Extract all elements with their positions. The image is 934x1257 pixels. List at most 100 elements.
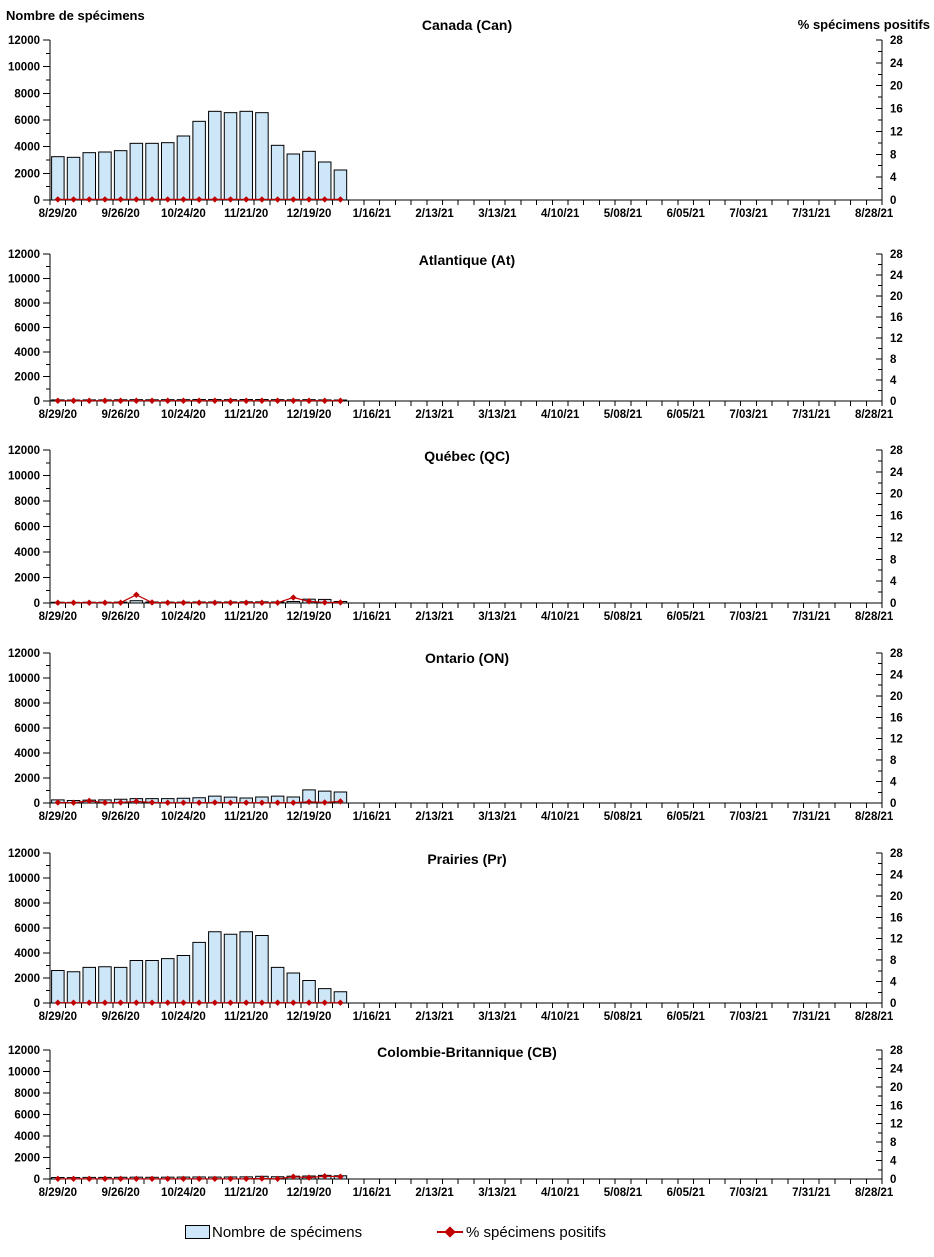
bar <box>317 161 332 201</box>
diamond-marker <box>164 999 171 1006</box>
bar <box>208 931 222 1004</box>
tick-label: 11/21/20 <box>224 1187 268 1199</box>
diamond-marker <box>180 397 187 404</box>
tick-label: 4/10/21 <box>541 1011 580 1023</box>
tick-label: 9/26/20 <box>101 611 139 623</box>
tick-label: 1/16/21 <box>353 1011 392 1023</box>
bar <box>51 970 65 1004</box>
tick-label: 8 <box>890 554 897 566</box>
diamond-marker <box>274 799 281 806</box>
diamond-marker <box>290 594 297 601</box>
tick-label: 6000 <box>14 723 40 735</box>
diamond-marker <box>195 799 203 806</box>
bar <box>192 941 206 1004</box>
tick-label: 7/31/21 <box>792 1011 831 1023</box>
tick-label: 24 <box>890 669 903 681</box>
bar <box>129 600 144 604</box>
tick-label: 3/13/21 <box>478 1011 517 1023</box>
tick-label: 28 <box>890 848 903 860</box>
tick-label: 6/05/21 <box>667 611 706 623</box>
bar <box>223 933 238 1004</box>
tick-label: 5/08/21 <box>604 1011 643 1023</box>
tick-label: 1/16/21 <box>353 1187 392 1199</box>
tick-label: 8 <box>890 354 897 366</box>
diamond-marker <box>180 196 187 203</box>
diamond-marker <box>243 799 250 806</box>
bar <box>255 935 269 1004</box>
tick-label: 8/29/20 <box>39 409 77 421</box>
diamond-marker <box>70 599 77 606</box>
diamond-marker <box>243 196 250 203</box>
diamond-marker <box>195 397 203 404</box>
bar <box>270 966 285 1004</box>
tick-label: 2/13/21 <box>415 1187 454 1199</box>
tick-label: 6000 <box>14 1110 40 1122</box>
tick-label: 12000 <box>8 249 40 261</box>
diamond-marker <box>180 599 187 606</box>
tick-label: 7/03/21 <box>729 611 768 623</box>
tick-label: 8000 <box>14 898 40 910</box>
tick-label: 9/26/20 <box>101 1187 139 1199</box>
tick-label: 12 <box>890 1119 903 1131</box>
tick-label: 1/16/21 <box>353 409 392 421</box>
tick-label: 28 <box>890 648 903 660</box>
bar <box>145 142 159 201</box>
diamond-marker <box>290 196 297 203</box>
bars-0 <box>51 110 348 201</box>
chart-title-colombie-britannique: Colombie-Britannique (CB) <box>377 1044 557 1060</box>
tick-label: 6/05/21 <box>667 1187 706 1199</box>
diamond-marker <box>243 397 250 404</box>
tick-label: 12/19/20 <box>287 1187 332 1199</box>
diamond-marker <box>337 196 344 203</box>
legend-item-specimens: Nombre de spécimens <box>185 1222 362 1242</box>
bar <box>255 112 269 201</box>
diamond-marker <box>70 799 77 806</box>
tick-label: 12/19/20 <box>287 208 332 220</box>
diamond-marker <box>164 196 171 203</box>
bar <box>113 150 128 201</box>
right-axis-title: % spécimens positifs <box>797 17 930 32</box>
tick-label: 7/03/21 <box>729 409 768 421</box>
tick-label: 7/31/21 <box>792 409 831 421</box>
tick-label: 0 <box>34 998 40 1010</box>
tick-label: 12000 <box>8 848 40 860</box>
diamond-marker <box>274 999 281 1006</box>
tick-label: 8000 <box>14 1088 40 1100</box>
tick-label: 24 <box>890 58 903 70</box>
diamond-marker <box>274 397 281 404</box>
diamond-marker <box>148 397 156 404</box>
diamond-marker <box>321 799 328 806</box>
bar-swatch-icon <box>185 1225 210 1239</box>
tick-label: 11/21/20 <box>224 611 268 623</box>
legend-item-positifs: % spécimens positifs <box>437 1222 606 1242</box>
diamond-marker <box>274 599 281 606</box>
bar <box>98 151 112 201</box>
tick-label: 0 <box>890 195 896 207</box>
tick-label: 16 <box>890 712 903 724</box>
tick-label: 6000 <box>14 115 40 127</box>
tick-label: 10/24/20 <box>161 611 206 623</box>
tick-label: 10000 <box>8 62 40 74</box>
diamond-marker <box>54 397 62 404</box>
diamond-marker <box>321 999 328 1006</box>
tick-label: 3/13/21 <box>478 208 517 220</box>
tick-label: 4 <box>890 777 897 789</box>
diamond-marker <box>337 798 344 805</box>
diamond-marker <box>117 196 124 203</box>
tick-label: 0 <box>890 1174 896 1186</box>
tick-label: 10000 <box>8 274 40 286</box>
diamond-marker <box>227 196 234 203</box>
tick-label: 5/08/21 <box>604 811 643 823</box>
bar <box>66 156 81 201</box>
bar <box>82 152 96 201</box>
diamond-marker <box>54 1175 62 1182</box>
tick-label: 8000 <box>14 698 40 710</box>
diamond-marker <box>305 798 313 806</box>
tick-label: 20 <box>890 81 903 93</box>
diamond-marker <box>101 196 109 203</box>
diamond-marker <box>258 599 266 606</box>
tick-label: 12 <box>890 333 903 345</box>
tick-label: 2000 <box>14 773 40 785</box>
tick-label: 0 <box>34 195 40 207</box>
